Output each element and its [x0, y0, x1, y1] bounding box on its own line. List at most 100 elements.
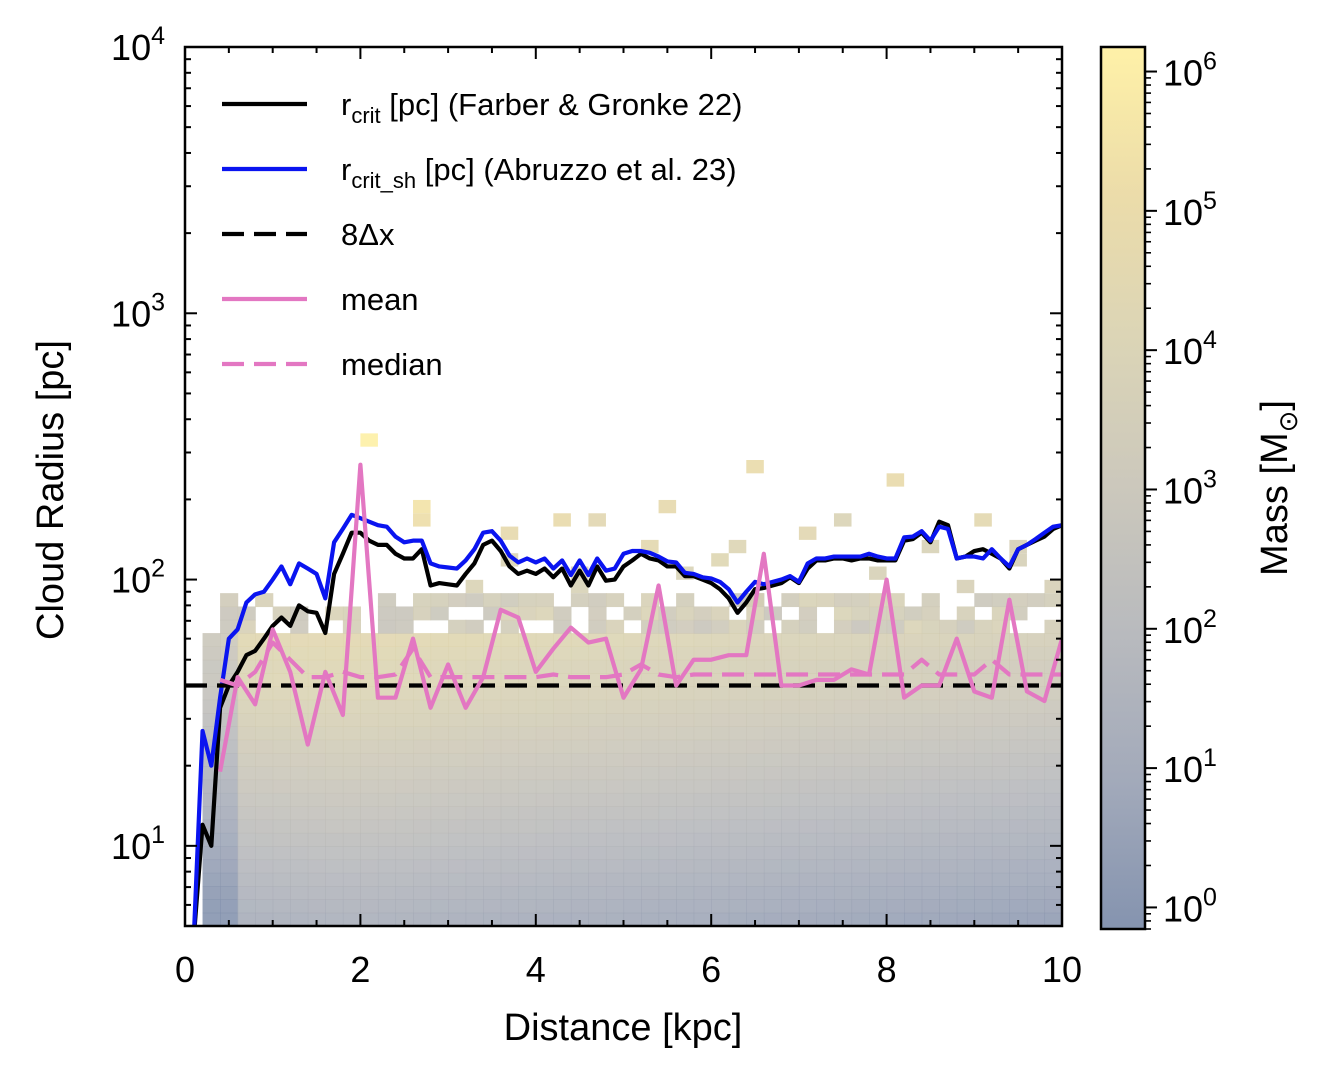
histogram-cell: [693, 752, 712, 767]
histogram-cell: [956, 712, 975, 727]
histogram-cell: [851, 819, 870, 834]
histogram-cell: [448, 846, 467, 861]
histogram-cell: [448, 619, 467, 634]
histogram-cell: [693, 646, 712, 661]
histogram-cell: [641, 832, 660, 847]
histogram-cell: [535, 832, 554, 847]
histogram-cell: [377, 886, 397, 900]
histogram-cell: [781, 819, 800, 834]
histogram-cell: [360, 712, 379, 727]
histogram-cell: [413, 606, 432, 621]
histogram-cell: [1026, 819, 1046, 834]
histogram-cell: [465, 579, 484, 594]
histogram-cell: [202, 673, 221, 687]
histogram-cell: [851, 606, 870, 621]
histogram-cell: [307, 633, 326, 647]
histogram-cell: [465, 819, 484, 834]
histogram-cell: [676, 606, 695, 621]
histogram-cell: [1009, 886, 1028, 900]
histogram-cell: [237, 739, 256, 754]
histogram-cell: [816, 766, 835, 781]
histogram-cell: [711, 912, 730, 926]
histogram-cell: [237, 699, 256, 714]
histogram-cell: [500, 633, 519, 647]
histogram-cell: [518, 726, 537, 741]
histogram-cell: [377, 846, 397, 861]
histogram-cell: [1044, 832, 1062, 847]
histogram-cell: [886, 819, 905, 834]
histogram-cell: [956, 819, 975, 834]
histogram-cell: [430, 699, 449, 714]
histogram-cell: [588, 806, 607, 821]
histogram-cell: [202, 899, 221, 914]
histogram-cell: [588, 646, 607, 661]
histogram-cell: [781, 779, 800, 794]
histogram-cell: [1009, 859, 1028, 874]
histogram-cell: [272, 779, 291, 794]
histogram-cell: [693, 819, 712, 834]
y-tick-label: 103: [111, 288, 165, 334]
histogram-cell: [588, 593, 607, 608]
histogram-cell: [220, 779, 239, 794]
histogram-cell: [290, 899, 309, 914]
histogram-cell: [869, 846, 888, 861]
histogram-cell: [851, 726, 870, 741]
histogram-cell: [886, 779, 905, 794]
histogram-cell: [746, 460, 764, 474]
histogram-cell: [413, 712, 432, 727]
histogram-cell: [693, 699, 712, 714]
histogram-cell: [202, 859, 221, 874]
histogram-cell: [588, 872, 607, 887]
histogram-cell: [1009, 726, 1028, 741]
histogram-cell: [798, 899, 818, 914]
histogram-cell: [851, 872, 870, 887]
histogram-cell: [921, 912, 940, 926]
histogram-cell: [658, 886, 677, 900]
histogram-cell: [553, 752, 572, 767]
histogram-cell: [588, 699, 607, 714]
histogram-cell: [570, 752, 590, 767]
histogram-cell: [570, 699, 590, 714]
histogram-cell: [746, 806, 765, 821]
histogram-cell: [202, 872, 221, 887]
histogram-cell: [641, 819, 660, 834]
histogram-cell: [1026, 779, 1046, 794]
histogram-cell: [413, 819, 432, 834]
histogram-cell: [1009, 899, 1028, 914]
histogram-cell: [465, 846, 484, 861]
histogram-cell: [377, 646, 397, 661]
histogram-cell: [1044, 619, 1062, 634]
histogram-cell: [798, 699, 818, 714]
histogram-cell: [395, 846, 414, 861]
histogram-cell: [623, 806, 642, 821]
histogram-cell: [641, 712, 660, 727]
histogram-cell: [1044, 579, 1062, 594]
histogram-cell: [886, 899, 905, 914]
histogram-cell: [535, 806, 554, 821]
histogram-cell: [377, 819, 397, 834]
histogram-cell: [728, 832, 747, 847]
histogram-cell: [921, 739, 940, 754]
histogram-cell: [816, 819, 835, 834]
histogram-cell: [623, 726, 642, 741]
histogram-cell: [833, 912, 853, 926]
histogram-cell: [553, 886, 572, 900]
histogram-cell: [676, 739, 695, 754]
histogram-cell: [360, 806, 379, 821]
histogram-cell: [237, 899, 256, 914]
histogram-cell: [570, 779, 590, 794]
histogram-cell: [693, 726, 712, 741]
histogram-cell: [728, 539, 747, 554]
histogram-cell: [904, 899, 923, 914]
histogram-cell: [342, 752, 361, 767]
histogram-cell: [974, 739, 993, 754]
histogram-cell: [553, 806, 572, 821]
histogram-cell: [1009, 779, 1028, 794]
histogram-cell: [325, 779, 344, 794]
histogram-cell: [798, 806, 818, 821]
histogram-cell: [781, 593, 800, 608]
histogram-cell: [500, 872, 519, 887]
histogram-cell: [711, 819, 730, 834]
histogram-cell: [307, 912, 326, 926]
histogram-cell: [746, 832, 765, 847]
